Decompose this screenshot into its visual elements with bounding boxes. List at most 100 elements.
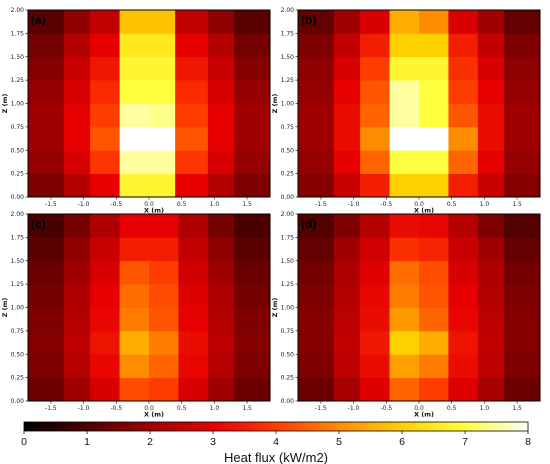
heatmap-cell	[28, 284, 65, 308]
heatmap-cell	[28, 307, 65, 332]
y-axis-label: Z (m)	[1, 94, 9, 114]
heatmap-cell	[207, 56, 235, 81]
heatmap-cell	[234, 150, 271, 175]
colorbar-tick-label: 8	[525, 436, 531, 448]
y-axis-label: Z (m)	[271, 94, 279, 114]
heatmap-cell	[333, 260, 361, 285]
heatmap-cell	[28, 330, 65, 355]
colorbar-tick-label: 5	[336, 436, 342, 448]
heatmap-cell	[333, 80, 361, 104]
heatmap-cell	[28, 126, 65, 151]
colorbar-tick-label: 6	[399, 436, 405, 448]
heatmap-cell	[448, 103, 479, 128]
heatmap-cell	[360, 354, 390, 379]
heatmap-cell	[175, 150, 209, 175]
heatmap-cell	[149, 56, 176, 81]
heatmap-cell	[90, 307, 120, 332]
heatmap-cell	[149, 377, 179, 402]
heatmap-cell	[207, 307, 235, 332]
heatmap-cell	[504, 126, 541, 151]
heatmap-cell	[333, 173, 361, 198]
x-tick-label: -1.0	[348, 405, 360, 412]
y-tick-label: 0.50	[11, 351, 25, 358]
y-tick-label: 1.75	[281, 30, 295, 37]
heatmap-cell	[149, 307, 179, 332]
heatmap-cell	[298, 260, 335, 285]
x-tick-label: 1.0	[480, 405, 490, 412]
colorbar-tick-label: 3	[210, 436, 216, 448]
heatmap-cell	[504, 80, 541, 104]
heatmap-cell	[207, 80, 235, 104]
heatmap-cell	[298, 330, 335, 355]
y-tick-label: 2.00	[11, 211, 25, 218]
heatmap-cell	[298, 10, 335, 34]
colorbar-tick-label: 1	[84, 436, 90, 448]
x-axis-label: X (m)	[414, 207, 434, 215]
heatmap-cell	[63, 150, 91, 175]
heatmap-cell	[360, 377, 390, 402]
heatmap-cell	[175, 33, 209, 58]
heatmap-cell	[477, 237, 505, 262]
heatmap-cell	[298, 354, 335, 379]
x-tick-label: 1.0	[210, 201, 220, 208]
y-tick-label: 0.25	[281, 375, 295, 382]
x-tick-label: 1.0	[210, 405, 220, 412]
x-tick-label: 0.5	[447, 201, 457, 208]
heatmap-cell	[477, 260, 505, 285]
heatmap-cell	[298, 307, 335, 332]
heatmap-cell	[234, 56, 271, 81]
heatmap-cell	[448, 10, 479, 34]
heatmap-cell	[119, 214, 150, 238]
heatmap-cell	[419, 260, 449, 285]
y-axis-label: Z (m)	[1, 298, 9, 318]
heatmap-cell	[333, 354, 361, 379]
heatmap-cell	[389, 33, 420, 58]
heatmap-cell	[28, 214, 65, 238]
heatmap-cell	[63, 103, 91, 128]
x-tick-label: -0.5	[380, 405, 392, 412]
heatmap-cell	[234, 307, 271, 332]
heatmap-cell	[90, 103, 120, 128]
heatmap-cell	[234, 354, 271, 379]
heatmap-cell	[234, 260, 271, 285]
heatmap-cell	[419, 10, 449, 34]
y-tick-label: 1.25	[281, 281, 295, 288]
heatmap-cell	[477, 10, 505, 34]
heatmap-cell	[333, 10, 361, 34]
heatmap-cell	[360, 150, 390, 175]
colorbar-gradient	[23, 421, 529, 432]
heatmap-cell	[90, 284, 120, 308]
heatmap-panel: -1.5 -1.0 -0.5 0.0 0.5 1.0 1.5 0.00 0.25 0.50 0.75…	[271, 211, 541, 419]
heatmap-cell	[63, 377, 91, 402]
heatmap-cell	[175, 80, 209, 104]
heatmap-cell	[234, 103, 271, 128]
heatmap-cell	[389, 10, 420, 34]
x-tick-label: 1.5	[512, 405, 522, 412]
x-axis-label: X (m)	[144, 411, 164, 419]
heatmap-cell	[178, 284, 209, 308]
heatmap-cell	[477, 150, 505, 175]
panel-label: (c)	[31, 217, 46, 231]
heatmap-cell	[419, 56, 449, 81]
heatmap-cell	[298, 103, 335, 128]
heatmap-cell	[90, 126, 120, 151]
colorbar-tick-label: 4	[273, 436, 279, 448]
heatmap-cell	[119, 260, 150, 285]
heatmap-cell	[419, 150, 449, 175]
x-tick-label: -0.5	[110, 201, 122, 208]
heatmap-cell	[149, 103, 176, 128]
heatmap-cell	[504, 150, 541, 175]
x-tick-label: -1.5	[45, 201, 57, 208]
heatmap-cell	[28, 260, 65, 285]
heatmap-cell	[234, 173, 271, 198]
heatmap-cell	[504, 33, 541, 58]
heatmap-cell	[207, 33, 235, 58]
heatmap-cell	[207, 354, 235, 379]
heatmap-cell	[28, 377, 65, 402]
heatmap-cell	[178, 237, 209, 262]
heatmap-cell	[28, 150, 65, 175]
heatmap-cell	[63, 126, 91, 151]
heatmap-cell	[234, 237, 271, 262]
heatmap-cell	[28, 237, 65, 262]
